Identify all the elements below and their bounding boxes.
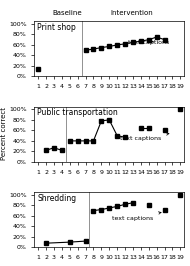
Text: Print shop: Print shop (37, 23, 76, 32)
Text: Shredding: Shredding (37, 194, 76, 203)
Text: text captions: text captions (120, 133, 169, 141)
Text: Baseline: Baseline (52, 10, 82, 16)
Text: Percent correct: Percent correct (1, 106, 7, 160)
Text: Intervention: Intervention (110, 10, 153, 16)
Text: text captions: text captions (112, 212, 161, 221)
Text: Public transportation: Public transportation (37, 109, 118, 117)
Text: text captions: text captions (128, 40, 169, 45)
X-axis label: Session: Session (96, 265, 123, 266)
